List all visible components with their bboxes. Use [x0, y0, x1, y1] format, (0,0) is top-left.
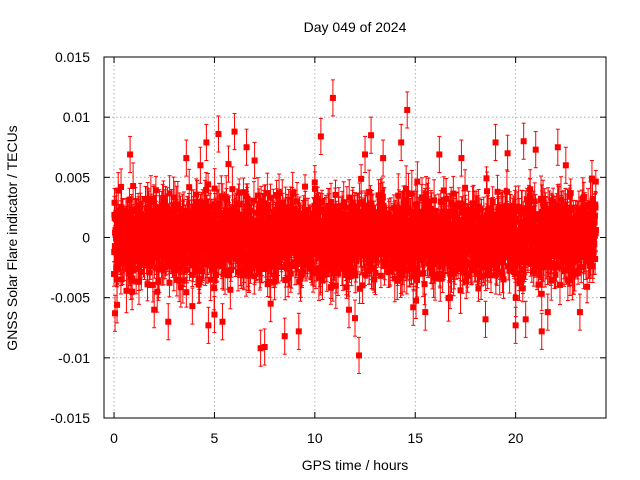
- chart-title: Day 049 of 2024: [304, 19, 407, 35]
- data-point-outlier: [189, 287, 196, 325]
- x-tick-label: 5: [211, 430, 219, 446]
- data-point-outlier: [532, 131, 539, 169]
- data-point-outlier: [404, 91, 411, 129]
- data-point-outlier: [205, 306, 212, 344]
- x-tick-label: 10: [307, 430, 323, 446]
- data-point-outlier: [295, 312, 302, 350]
- data-point-outlier: [522, 300, 529, 338]
- data-point-outlier: [538, 312, 545, 350]
- data-point-outlier: [231, 113, 238, 151]
- data-point-outlier: [380, 139, 387, 177]
- data-point-outlier: [352, 299, 358, 337]
- data-point-outlier: [368, 116, 375, 154]
- data-point-outlier: [422, 293, 429, 331]
- data-point-outlier: [197, 146, 204, 184]
- y-tick-label: 0.015: [55, 49, 90, 65]
- data-point-outlier: [504, 134, 511, 172]
- y-tick-label: -0.01: [58, 350, 90, 366]
- data-point-outlier: [562, 146, 569, 184]
- data-point: [183, 276, 190, 308]
- data-point-outlier: [219, 303, 226, 341]
- x-tick-label: 20: [508, 430, 524, 446]
- data-point-outlier: [520, 122, 527, 160]
- data-point-outlier: [251, 141, 258, 180]
- data-point-outlier: [410, 288, 417, 326]
- data-point-outlier: [356, 336, 363, 374]
- data-point: [567, 178, 574, 208]
- data-point-outlier: [261, 328, 268, 366]
- y-tick-label: 0: [82, 230, 90, 246]
- data-point-outlier: [492, 123, 499, 161]
- data-point-outlier: [458, 139, 465, 177]
- y-tick-label: 0.01: [63, 109, 90, 125]
- x-axis-label: GPS time / hours: [302, 457, 409, 473]
- data-point-outlier: [243, 128, 250, 166]
- data-point: [483, 166, 490, 191]
- y-tick-labels: -0.015 -0.01 -0.005 0 0.005 0.01 0.015: [50, 49, 90, 426]
- data-point-outlier: [576, 293, 583, 331]
- data-point: [356, 273, 363, 304]
- y-axis-label: GNSS Solar Flare indicator / TECUs: [4, 125, 20, 350]
- data-point: [592, 169, 599, 194]
- data-point-outlier: [317, 117, 324, 155]
- data-point-outlier: [203, 123, 210, 161]
- data-point-outlier: [151, 291, 158, 329]
- data-point-outlier: [329, 79, 336, 117]
- data-point-outlier: [215, 115, 222, 153]
- data-point-outlier: [127, 135, 134, 174]
- y-tick-label: -0.015: [50, 410, 90, 426]
- data-point-outlier: [436, 135, 443, 174]
- data-point-outlier: [512, 306, 519, 344]
- data-point-outlier: [554, 128, 561, 166]
- data-point-outlier: [211, 295, 218, 334]
- data-point-outlier: [165, 303, 172, 341]
- data-points: [111, 79, 599, 374]
- data-point-outlier: [544, 293, 551, 331]
- data-point-outlier: [362, 135, 369, 174]
- x-tick-label: 15: [407, 430, 423, 446]
- x-tick-label: 0: [110, 430, 118, 446]
- data-point-outlier: [183, 139, 190, 177]
- data-point-outlier: [482, 300, 489, 338]
- x-tick-labels: 0 5 10 15 20: [110, 430, 523, 446]
- data-point-outlier: [398, 123, 405, 161]
- data-point-outlier: [281, 317, 288, 355]
- y-tick-label: 0.005: [55, 169, 90, 185]
- data-point-outlier: [267, 285, 274, 323]
- y-tick-label: -0.005: [50, 290, 90, 306]
